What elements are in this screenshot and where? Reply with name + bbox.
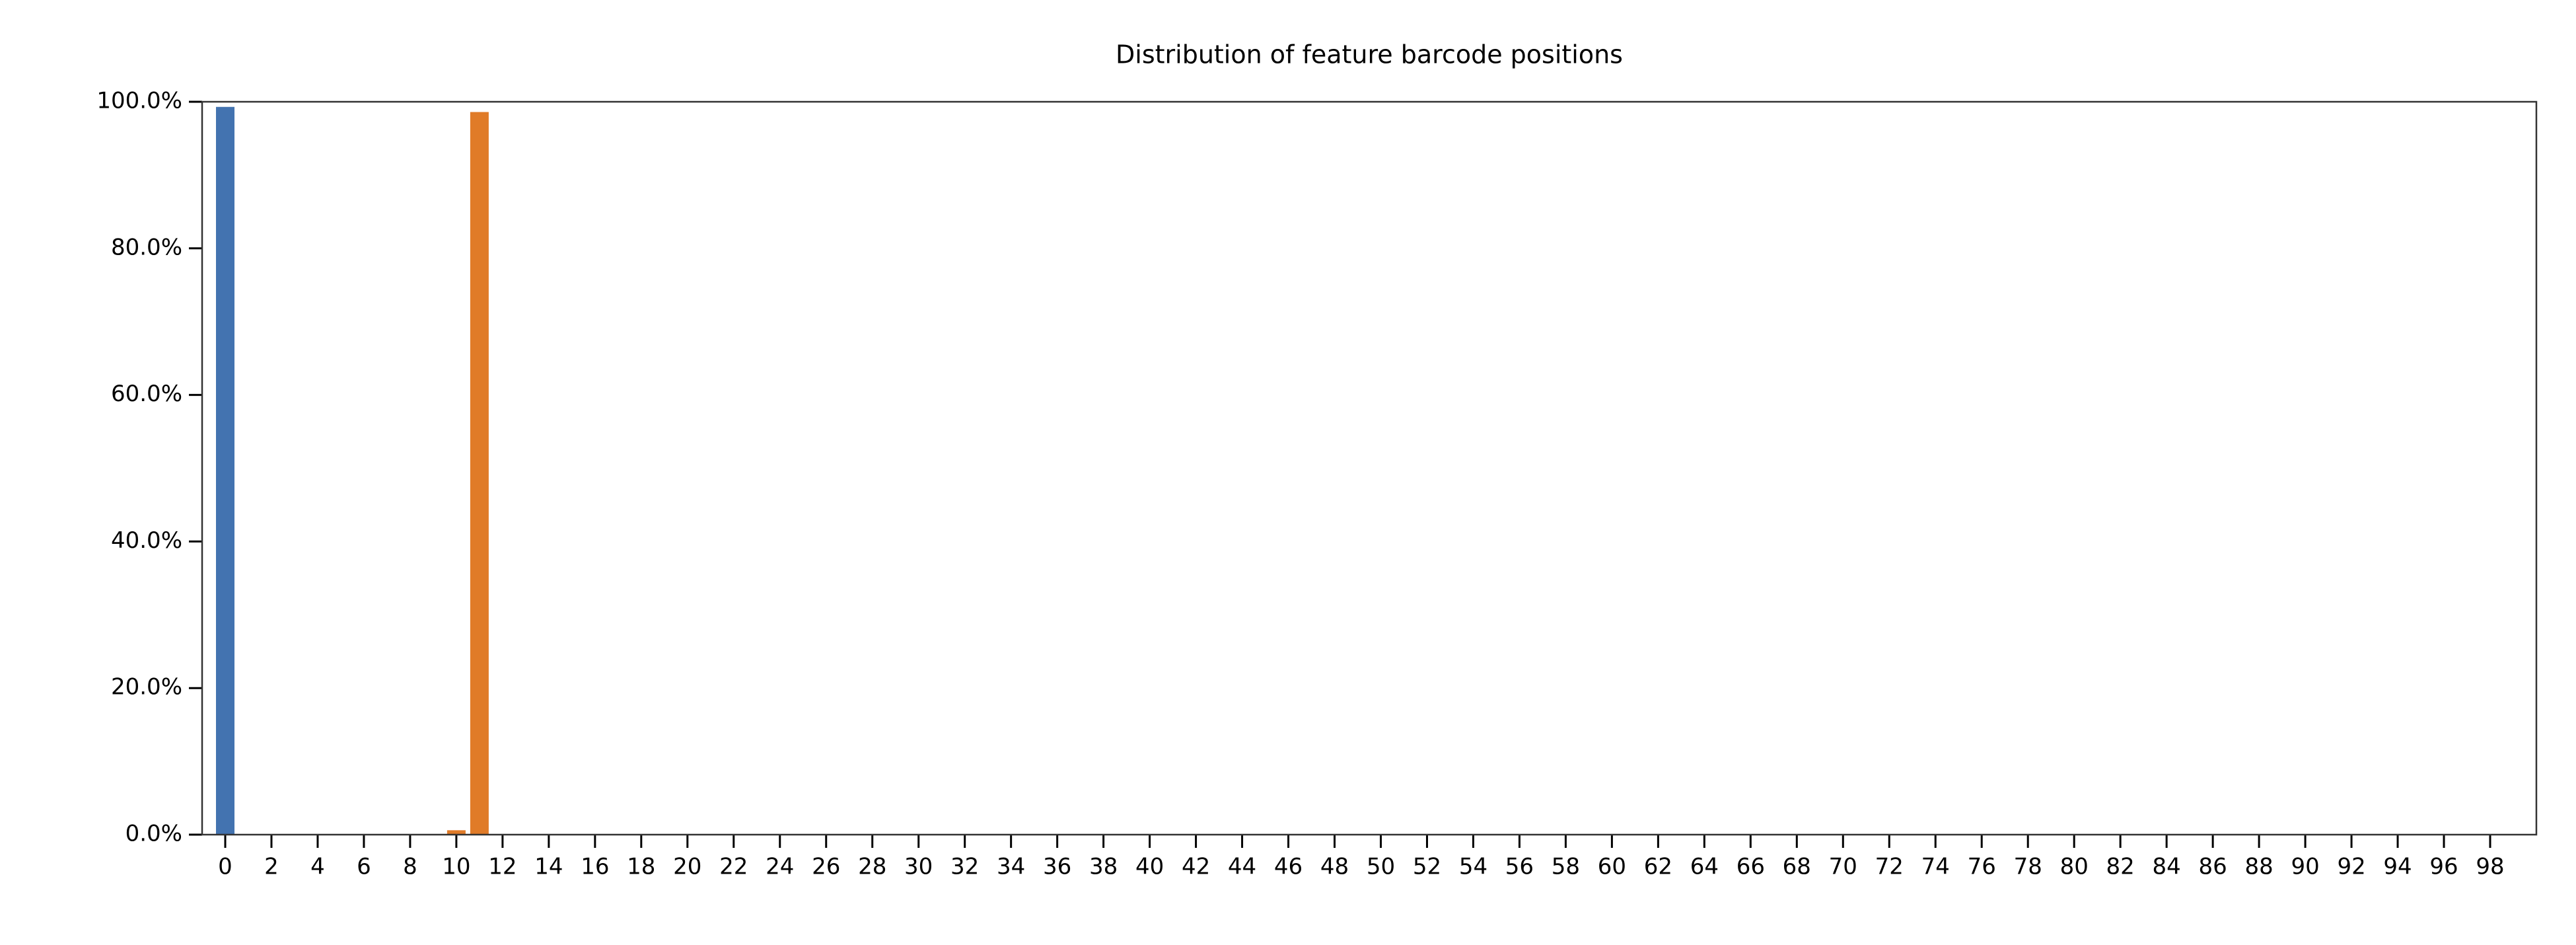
x-tick-label: 86: [2199, 854, 2227, 880]
plot-frame: [201, 100, 2538, 836]
y-tick-label: 60.0%: [111, 381, 182, 407]
x-tick-label: 18: [627, 854, 655, 880]
x-tick-label: 68: [1783, 854, 1811, 880]
x-tick-label: 40: [1135, 854, 1164, 880]
x-tick-label: 78: [2014, 854, 2042, 880]
x-tick-label: 32: [950, 854, 979, 880]
y-tick-label: 40.0%: [111, 527, 182, 554]
bar: [447, 830, 466, 835]
x-tick-label: 12: [488, 854, 517, 880]
x-tick-label: 90: [2291, 854, 2319, 880]
x-tick-label: 10: [442, 854, 470, 880]
x-tick-label: 98: [2476, 854, 2504, 880]
y-tick-label: 20.0%: [111, 674, 182, 700]
x-tick-label: 4: [310, 854, 325, 880]
x-tick-label: 42: [1182, 854, 1210, 880]
x-tick-label: 72: [1875, 854, 1904, 880]
x-tick-label: 22: [719, 854, 748, 880]
bar: [215, 106, 234, 835]
bar: [470, 112, 489, 835]
x-tick-label: 50: [1367, 854, 1395, 880]
x-tick-label: 6: [357, 854, 371, 880]
y-tick-label: 80.0%: [111, 234, 182, 260]
x-tick-label: 96: [2429, 854, 2458, 880]
x-tick-label: 54: [1459, 854, 1487, 880]
x-tick-label: 70: [1829, 854, 1857, 880]
x-tick-label: 52: [1413, 854, 1441, 880]
x-tick-label: 46: [1274, 854, 1303, 880]
x-tick-label: 8: [403, 854, 417, 880]
x-tick-label: 80: [2060, 854, 2089, 880]
x-tick-label: 24: [766, 854, 794, 880]
x-tick-label: 30: [904, 854, 933, 880]
y-tick-label: 0.0%: [125, 821, 182, 847]
y-tick-label: 100.0%: [96, 88, 182, 114]
x-tick-label: 60: [1598, 854, 1626, 880]
x-tick-label: 2: [264, 854, 279, 880]
x-tick-label: 44: [1228, 854, 1256, 880]
x-tick-label: 28: [858, 854, 886, 880]
x-tick-label: 88: [2244, 854, 2273, 880]
x-tick-label: 36: [1043, 854, 1071, 880]
x-tick-label: 16: [581, 854, 609, 880]
x-tick-label: 58: [1552, 854, 1580, 880]
x-tick-label: 62: [1644, 854, 1672, 880]
x-tick-label: 74: [1921, 854, 1950, 880]
x-tick-label: 84: [2153, 854, 2181, 880]
x-tick-label: 38: [1089, 854, 1118, 880]
x-tick-label: 92: [2337, 854, 2365, 880]
x-tick-label: 82: [2106, 854, 2135, 880]
x-tick-label: 14: [534, 854, 563, 880]
x-tick-label: 66: [1736, 854, 1765, 880]
x-tick-label: 64: [1690, 854, 1719, 880]
x-tick-label: 0: [218, 854, 233, 880]
chart-title: Distribution of feature barcode position…: [1116, 40, 1623, 69]
x-tick-label: 56: [1505, 854, 1534, 880]
x-tick-label: 34: [997, 854, 1025, 880]
x-tick-label: 48: [1320, 854, 1349, 880]
x-tick-label: 76: [1968, 854, 1996, 880]
x-tick-label: 94: [2383, 854, 2412, 880]
x-tick-label: 20: [673, 854, 701, 880]
x-tick-label: 26: [812, 854, 840, 880]
